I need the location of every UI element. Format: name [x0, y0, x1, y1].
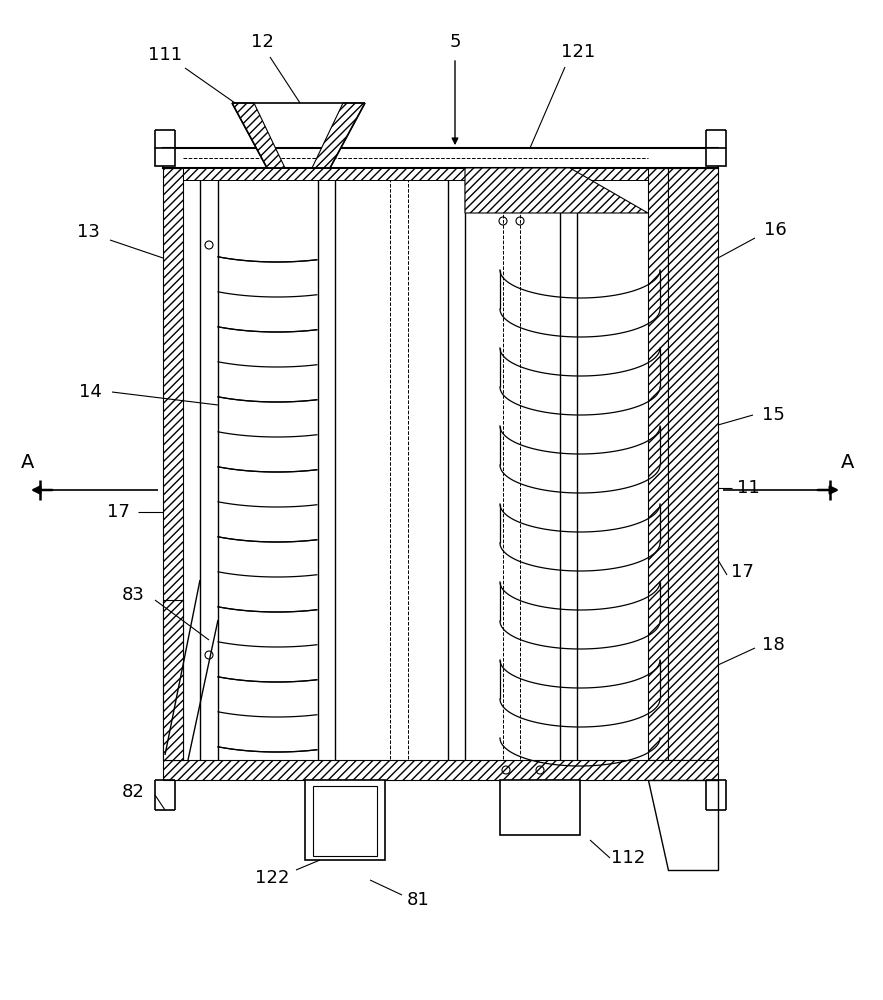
Text: 121: 121	[561, 43, 595, 61]
Bar	[313, 786, 377, 856]
Bar	[163, 148, 718, 168]
Text: 112: 112	[611, 849, 645, 867]
Text: 81: 81	[407, 891, 429, 909]
Text: 5: 5	[449, 33, 461, 51]
Bar	[305, 780, 385, 860]
Polygon shape	[312, 103, 365, 168]
Text: 15: 15	[761, 406, 784, 424]
Text: 16: 16	[764, 221, 787, 239]
Polygon shape	[163, 600, 183, 760]
Text: A: A	[21, 452, 34, 472]
Bar	[183, 168, 648, 180]
Bar	[648, 168, 668, 760]
Text: 18: 18	[762, 636, 784, 654]
Polygon shape	[232, 103, 285, 168]
Bar	[163, 760, 718, 780]
Bar	[706, 148, 726, 166]
Text: 82: 82	[122, 783, 145, 801]
Bar	[163, 168, 183, 760]
Text: 13: 13	[77, 223, 100, 241]
Polygon shape	[465, 168, 648, 213]
Bar	[183, 168, 648, 760]
Bar	[668, 168, 718, 760]
Bar	[155, 148, 175, 166]
Text: 12: 12	[251, 33, 274, 51]
Text: 14: 14	[79, 383, 102, 401]
Text: A: A	[841, 452, 855, 472]
Text: 17: 17	[730, 563, 753, 581]
Text: 83: 83	[122, 586, 145, 604]
Text: 11: 11	[736, 479, 759, 497]
Bar	[500, 780, 580, 835]
Text: 111: 111	[148, 46, 182, 64]
Polygon shape	[648, 780, 718, 870]
Text: 122: 122	[255, 869, 290, 887]
Text: 17: 17	[107, 503, 130, 521]
